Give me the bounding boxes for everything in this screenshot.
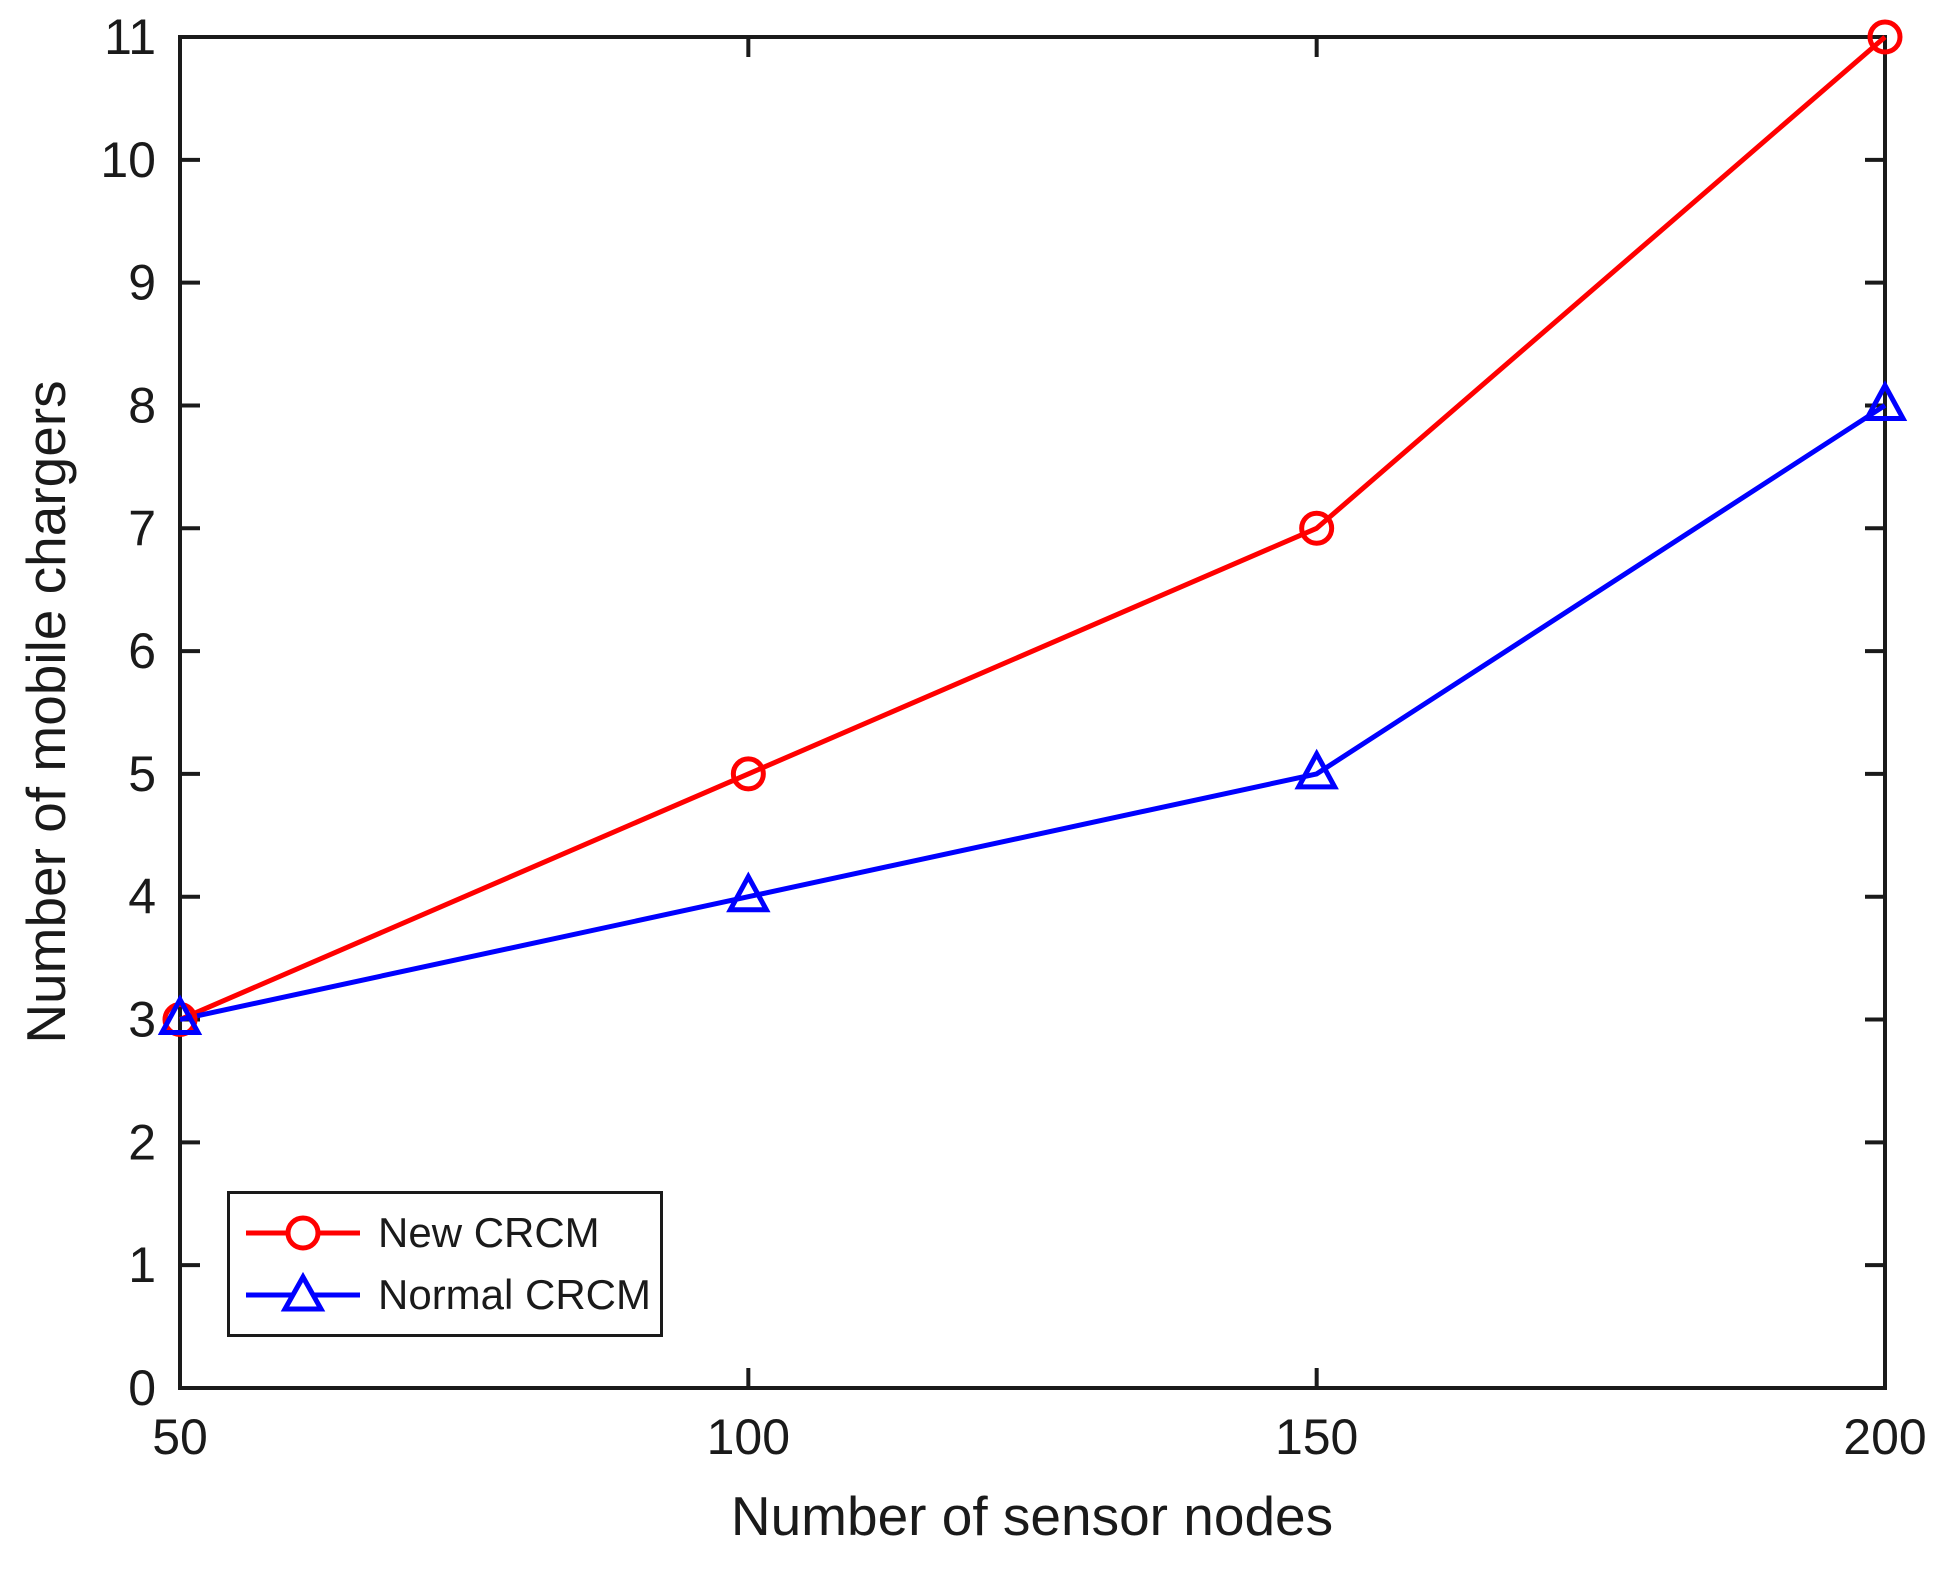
- y-tick-label: 3: [128, 992, 156, 1048]
- legend-label-normal-crcm: Normal CRCM: [378, 1271, 651, 1319]
- triangle-marker-icon: [280, 1272, 326, 1312]
- legend-entry-normal-crcm: Normal CRCM: [230, 1271, 660, 1319]
- y-tick-label: 2: [128, 1114, 156, 1170]
- y-tick-label: 6: [128, 623, 156, 679]
- y-tick-label: 8: [128, 377, 156, 433]
- y-tick-label: 11: [104, 9, 156, 65]
- legend-sample-line-triangle: [246, 1272, 360, 1312]
- series-line-normal-crcm: [179, 403, 1887, 1022]
- y-tick-label: 1: [128, 1237, 156, 1293]
- y-tick-label: 0: [128, 1360, 156, 1416]
- legend: New CRCM Normal CRCM: [227, 1191, 663, 1337]
- triangle-marker: [157, 994, 203, 1036]
- y-tick-label: 9: [128, 255, 156, 311]
- legend-entry-new-crcm: New CRCM: [230, 1209, 660, 1257]
- circle-marker: [1867, 19, 1903, 55]
- y-tick-label: 7: [128, 500, 156, 556]
- circle-marker-icon: [285, 1215, 321, 1251]
- x-tick-label: 100: [707, 1409, 790, 1465]
- triangle-marker: [1862, 380, 1908, 421]
- axes-frame: [178, 35, 1887, 1390]
- triangle-marker: [726, 871, 771, 913]
- y-tick-label: 10: [100, 132, 156, 188]
- series-line-new-crcm: [179, 35, 1887, 1022]
- x-tick-label: 150: [1275, 1409, 1358, 1465]
- y-tick-label: 5: [128, 746, 156, 802]
- x-tick-label: 50: [152, 1409, 208, 1465]
- legend-label-new-crcm: New CRCM: [378, 1208, 600, 1256]
- circle-marker: [730, 756, 766, 792]
- circle-marker: [1299, 510, 1335, 546]
- x-axis-label: Number of sensor nodes: [730, 1485, 1334, 1547]
- y-axis-label: Number of mobile chargers: [15, 380, 77, 1044]
- x-tick-label: 200: [1843, 1409, 1926, 1465]
- legend-sample-line-circle: [246, 1215, 360, 1251]
- y-tick-label: 4: [128, 869, 156, 925]
- triangle-marker: [1294, 748, 1339, 790]
